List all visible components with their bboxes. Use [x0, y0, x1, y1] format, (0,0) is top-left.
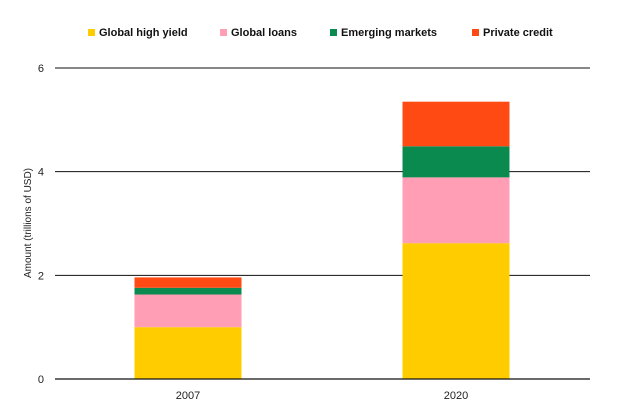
bar-segment-global-high-yield-2020 — [402, 243, 510, 379]
legend-swatch — [220, 29, 227, 36]
legend-swatch — [330, 29, 337, 36]
legend-item: Private credit — [472, 27, 553, 39]
bar-segment-private-credit-2020 — [402, 101, 510, 147]
x-tick-label: 2020 — [444, 390, 468, 402]
legend: Global high yield Global loans Emerging ma… — [88, 27, 553, 39]
legend-item: Emerging markets — [330, 27, 437, 39]
y-axis-label: Amount (trillions of USD) — [23, 168, 34, 278]
y-tick-label: 4 — [38, 167, 44, 179]
bar-segment-emerging-markets-2020 — [402, 146, 510, 178]
legend-swatch — [88, 29, 95, 36]
bars — [134, 101, 510, 379]
x-axis-ticks: 2007 2020 — [176, 390, 468, 402]
bar-segment-private-credit-2007 — [134, 277, 242, 288]
bar-segment-global-high-yield-2007 — [134, 327, 242, 379]
legend-label: Global high yield — [99, 27, 188, 39]
y-axis-ticks: 0 2 4 6 — [38, 63, 44, 386]
legend-label: Emerging markets — [341, 27, 437, 39]
legend-label: Global loans — [231, 27, 297, 39]
gridlines — [55, 67, 590, 276]
legend-swatch — [472, 29, 479, 36]
y-tick-label: 6 — [38, 63, 44, 75]
legend-item: Global high yield — [88, 27, 188, 39]
bar-segment-emerging-markets-2007 — [134, 287, 242, 295]
legend-item: Global loans — [220, 27, 297, 39]
y-tick-label: 0 — [38, 374, 44, 386]
bar-segment-global-loans-2020 — [402, 177, 510, 244]
y-tick-label: 2 — [38, 270, 44, 282]
bar-segment-global-loans-2007 — [134, 294, 242, 328]
legend-label: Private credit — [483, 27, 553, 39]
x-tick-label: 2007 — [176, 390, 200, 402]
